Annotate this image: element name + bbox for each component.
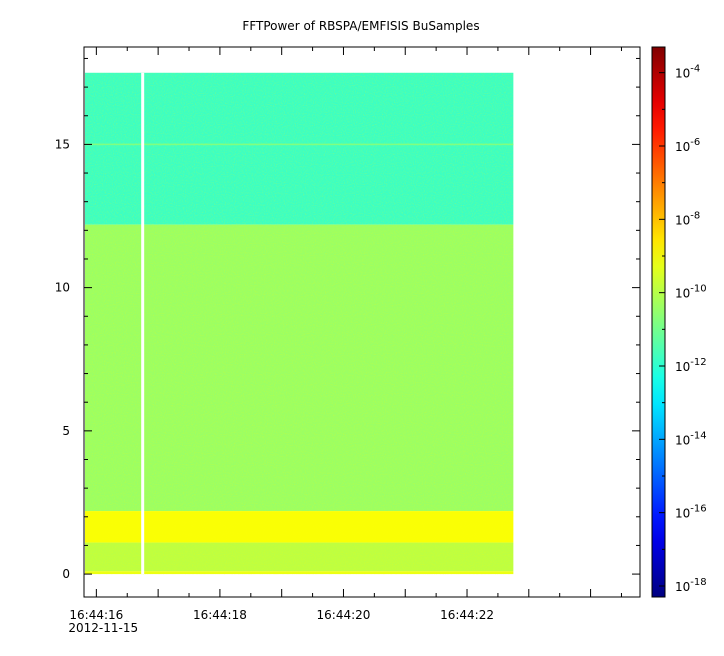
x-tick-label: 16:44:18 — [193, 608, 247, 622]
colorbar-gradient — [651, 46, 666, 598]
x-tick-label: 16:44:20 — [317, 608, 371, 622]
axes: 0 5 10 15 16:44:16 16:44:18 16:44:20 16:44:22 20… — [55, 46, 641, 635]
x-tick-label: 16:44:22 — [440, 608, 494, 622]
colorbar-tick-label: 10-18 — [675, 577, 707, 594]
colorbar-tick-label: 10-6 — [675, 137, 700, 154]
chart-title: FFTPower of RBSPA/EMFISIS BuSamples — [242, 19, 479, 33]
data-gap — [141, 72, 145, 575]
colorbar-tick-label: 10-12 — [675, 357, 707, 374]
y-tick-label: 10 — [55, 281, 70, 295]
plot-area — [84, 47, 640, 597]
colorbar: 10-4 10-6 10-8 10-10 10-12 10-14 10-16 10-18 — [651, 46, 707, 598]
x-date-label: 2012-11-15 — [68, 621, 138, 635]
colorbar-tick-label: 10-14 — [675, 430, 707, 447]
colorbar-tick-label: 10-16 — [675, 504, 707, 521]
spectrogram-line-feature — [85, 143, 514, 146]
y-tick-label: 15 — [55, 137, 70, 151]
colorbar-tick-label: 10-4 — [675, 64, 700, 81]
colorbar-tick-label: 10-10 — [675, 284, 707, 301]
x-tick-label: 16:44:16 — [69, 608, 123, 622]
spectrogram-texture — [85, 72, 514, 575]
y-tick-label: 0 — [62, 567, 70, 581]
plot-frame — [83, 46, 641, 598]
colorbar-tick-label: 10-8 — [675, 210, 700, 227]
y-tick-label: 5 — [62, 424, 70, 438]
